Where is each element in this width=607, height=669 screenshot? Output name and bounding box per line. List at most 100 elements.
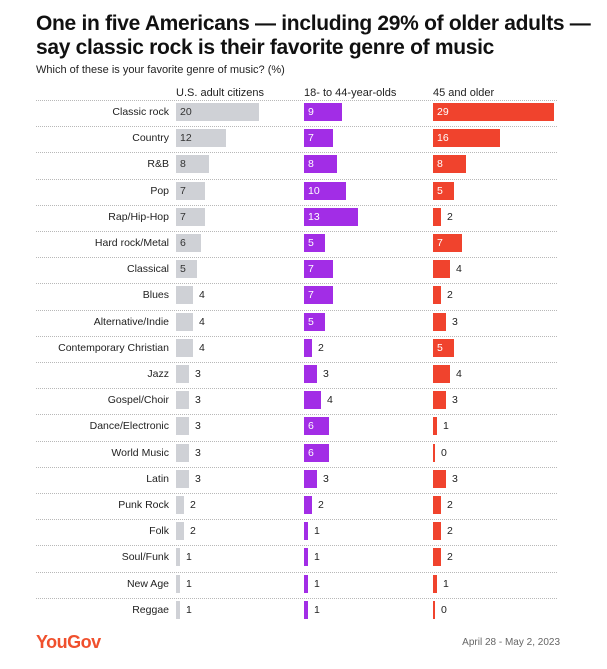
chart-row: Latin 3 3 3 — [0, 466, 607, 493]
data-label-18-44: 5 — [308, 315, 314, 328]
data-label-us-adults: 1 — [186, 577, 192, 590]
row-divider — [36, 388, 557, 390]
data-label-18-44: 6 — [308, 420, 314, 433]
data-label-us-adults: 6 — [180, 237, 186, 249]
category-label: New Age — [126, 577, 169, 590]
bar-18-44 — [304, 312, 325, 331]
data-label-us-adults: 20 — [180, 106, 192, 118]
data-label-45-older: 2 — [447, 210, 453, 223]
chart-row: Reggae 1 1 0 — [0, 597, 607, 624]
category-label: World Music — [111, 446, 169, 459]
row-divider — [36, 204, 557, 206]
category-label: Country — [132, 132, 169, 145]
row-divider — [36, 440, 557, 442]
data-label-45-older: 0 — [441, 446, 447, 459]
bar-18-44 — [304, 260, 333, 279]
bar-us-adults — [176, 181, 205, 200]
chart-row: Rap/Hip-Hop 7 13 2 — [0, 204, 607, 231]
chart-row: Punk Rock 2 2 2 — [0, 493, 607, 519]
bar-45-older — [433, 574, 437, 593]
bar-45-older — [433, 600, 435, 619]
data-label-18-44: 13 — [308, 210, 320, 223]
category-label: Jazz — [147, 368, 169, 380]
data-label-us-adults: 4 — [199, 315, 205, 328]
column-header-us-adults: U.S. adult citizens — [176, 87, 265, 99]
bar-us-adults — [176, 155, 209, 174]
data-label-45-older: 16 — [437, 132, 449, 145]
bar-us-adults — [176, 548, 180, 567]
data-label-18-44: 2 — [318, 341, 324, 354]
row-divider — [36, 493, 557, 494]
chart-row: Dance/Electronic 3 6 1 — [0, 414, 607, 440]
data-label-18-44: 8 — [308, 158, 314, 171]
bar-18-44 — [304, 155, 337, 174]
category-label: Contemporary Christian — [58, 341, 169, 354]
row-divider — [36, 414, 557, 416]
data-label-us-adults: 1 — [186, 551, 192, 564]
data-label-18-44: 7 — [308, 289, 314, 302]
data-label-18-44: 10 — [308, 184, 320, 197]
data-label-45-older: 4 — [456, 368, 462, 380]
bar-18-44 — [304, 391, 321, 410]
data-label-18-44: 3 — [323, 472, 329, 485]
bar-45-older — [433, 234, 462, 252]
bar-us-adults — [176, 234, 201, 252]
chart-row: Jazz 3 3 4 — [0, 362, 607, 388]
bar-us-adults — [176, 129, 226, 148]
bar-45-older — [433, 469, 446, 488]
category-label: Pop — [150, 184, 169, 197]
row-divider — [36, 309, 557, 311]
bar-18-44 — [304, 574, 308, 593]
bar-us-adults — [176, 338, 193, 357]
chart-row: Classic rock 20 9 29 — [0, 100, 607, 126]
chart-row: Alternative/Indie 4 5 3 — [0, 309, 607, 336]
bar-18-44 — [304, 417, 329, 436]
chart-row: World Music 3 6 0 — [0, 440, 607, 467]
bar-us-adults — [176, 600, 180, 619]
row-divider — [36, 466, 557, 468]
category-label: Blues — [142, 289, 169, 302]
bar-18-44 — [304, 234, 325, 252]
chart-row: Classical 5 7 4 — [0, 257, 607, 283]
chart-title: One in five Americans — including 29% of… — [36, 12, 591, 59]
bar-us-adults — [176, 365, 189, 383]
bar-us-adults — [176, 207, 205, 226]
row-divider — [36, 257, 557, 259]
data-label-45-older: 3 — [452, 315, 458, 328]
bar-18-44 — [304, 129, 333, 148]
bar-45-older — [433, 207, 441, 226]
category-label: Dance/Electronic — [89, 420, 169, 433]
chart-row: New Age 1 1 1 — [0, 571, 607, 598]
category-label: Classical — [126, 263, 169, 276]
data-label-us-adults: 2 — [190, 499, 196, 511]
survey-date: April 28 - May 2, 2023 — [462, 637, 560, 648]
data-label-us-adults: 3 — [195, 420, 201, 433]
bar-18-44 — [304, 548, 308, 567]
row-divider — [36, 283, 557, 285]
bar-us-adults — [176, 260, 197, 279]
data-label-45-older: 0 — [441, 603, 447, 616]
data-label-18-44: 2 — [318, 499, 324, 511]
bar-45-older — [433, 496, 441, 514]
chart-row: Pop 7 10 5 — [0, 178, 607, 205]
chart-subtitle: Which of these is your favorite genre of… — [36, 64, 285, 76]
data-label-18-44: 1 — [314, 603, 320, 616]
bar-45-older — [433, 129, 500, 148]
data-label-45-older: 4 — [456, 263, 462, 276]
bar-us-adults — [176, 469, 189, 488]
chart-row: Country 12 7 16 — [0, 126, 607, 152]
category-label: Folk — [149, 525, 169, 538]
chart-row: Soul/Funk 1 1 2 — [0, 545, 607, 571]
bar-45-older — [433, 391, 446, 410]
bar-45-older — [433, 155, 466, 174]
data-label-45-older: 29 — [437, 106, 449, 118]
data-label-18-44: 7 — [308, 132, 314, 145]
bar-us-adults — [176, 312, 193, 331]
bar-18-44 — [304, 443, 329, 462]
data-label-45-older: 3 — [452, 472, 458, 485]
data-label-18-44: 6 — [308, 446, 314, 459]
row-divider — [36, 519, 557, 521]
bar-45-older — [433, 260, 450, 279]
bar-18-44 — [304, 181, 346, 200]
